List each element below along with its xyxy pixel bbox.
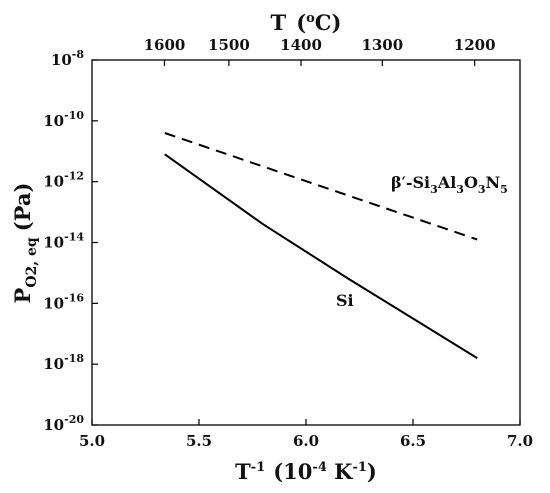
top-tick-label: 1600 (144, 36, 186, 54)
x-tick-label: 5.0 (79, 432, 105, 450)
x-tick-label: 5.5 (186, 432, 212, 450)
y-axis-title: PO2, eq(Pa) (10, 183, 40, 304)
top-tick-label: 1300 (361, 36, 403, 54)
y-tick-label: 10-8 (51, 48, 84, 69)
top-tick-label: 1400 (280, 36, 322, 54)
x-tick-label: 6.0 (293, 432, 319, 450)
x-tick-label: 7.0 (507, 432, 533, 450)
y-tick-label: 10-14 (43, 231, 84, 252)
top-axis-title: T (oC) (271, 10, 342, 35)
annotation-si: Si (336, 291, 354, 310)
y-tick-label: 10-12 (43, 170, 84, 191)
y-tick-label: 10-20 (43, 413, 84, 434)
series-layer (164, 132, 478, 359)
bottom-x-axis: 5.0 5.5 6.0 6.5 7.0 (79, 419, 533, 450)
top-tick-label: 1200 (454, 36, 496, 54)
series-line-beta-sialon (164, 132, 478, 241)
left-y-axis: 10-20 10-18 10-16 10-14 10-12 10-10 10-8 (43, 48, 98, 434)
annotation-beta-sialon: β′-Si3Al3O3N5 (391, 173, 508, 196)
x-tick-label: 6.5 (400, 432, 426, 450)
y-tick-label: 10-10 (43, 109, 84, 130)
plot-frame (91, 59, 521, 426)
top-tick-label: 1500 (208, 36, 250, 54)
series-line-si (164, 153, 478, 359)
top-temperature-axis: 1600 1500 1400 1300 1200 (144, 36, 496, 66)
y-tick-label: 10-16 (43, 291, 84, 312)
x-axis-title: T-1 (10-4 K-1) (235, 459, 377, 484)
y-tick-label: 10-18 (43, 352, 84, 373)
